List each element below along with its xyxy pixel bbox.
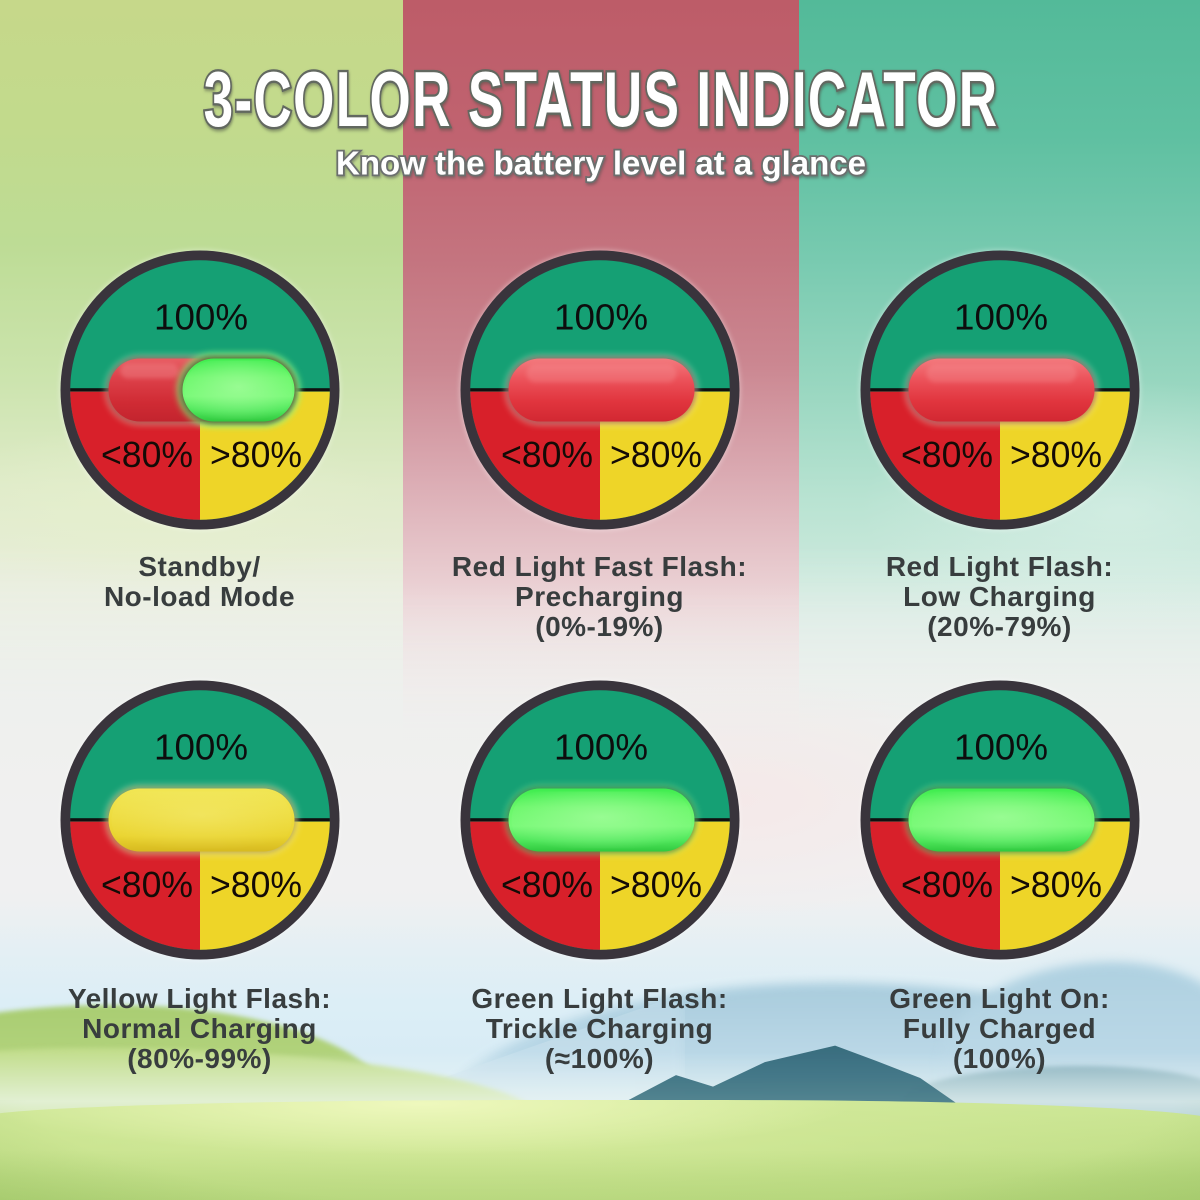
svg-text:>80%: >80% xyxy=(1010,433,1102,474)
svg-text:3-COLOR STATUS INDICATOR: 3-COLOR STATUS INDICATOR xyxy=(204,57,999,144)
svg-text:<80%: <80% xyxy=(501,433,593,474)
svg-text:Know the battery level at a gl: Know the battery level at a glance xyxy=(336,145,866,182)
svg-text:>80%: >80% xyxy=(610,864,702,905)
svg-text:>80%: >80% xyxy=(210,864,302,905)
svg-text:<80%: <80% xyxy=(101,864,193,905)
svg-text:>80%: >80% xyxy=(210,433,302,474)
svg-text:100%: 100% xyxy=(154,727,248,768)
svg-text:>80%: >80% xyxy=(610,433,702,474)
svg-text:100%: 100% xyxy=(554,727,648,768)
svg-text:<80%: <80% xyxy=(901,864,993,905)
svg-text:100%: 100% xyxy=(954,296,1048,337)
svg-text:100%: 100% xyxy=(554,296,648,337)
svg-text:>80%: >80% xyxy=(1010,864,1102,905)
svg-text:100%: 100% xyxy=(954,727,1048,768)
svg-text:<80%: <80% xyxy=(101,433,193,474)
svg-text:<80%: <80% xyxy=(501,864,593,905)
svg-text:100%: 100% xyxy=(154,296,248,337)
svg-text:<80%: <80% xyxy=(901,433,993,474)
